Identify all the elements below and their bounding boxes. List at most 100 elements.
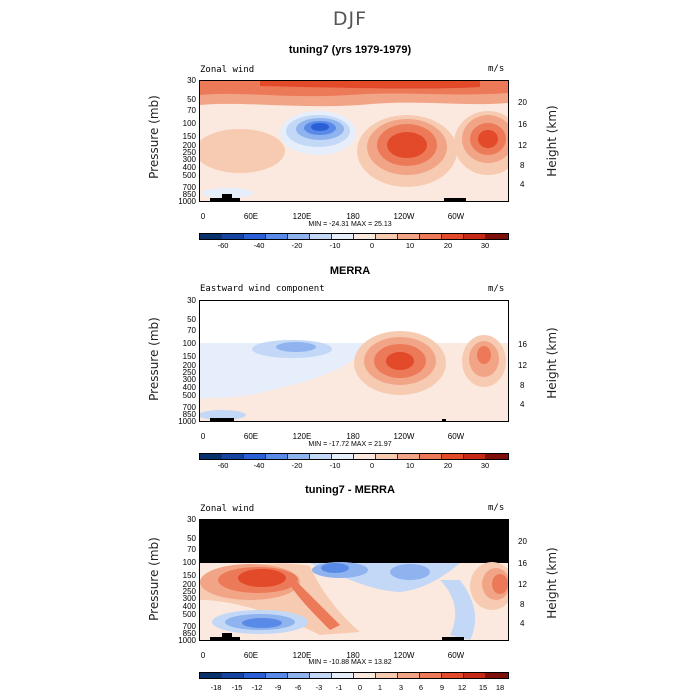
masked-region xyxy=(200,520,508,563)
ytick-700: 700 xyxy=(182,403,196,412)
colorbar-swatch xyxy=(244,673,266,678)
contour-neg-9 xyxy=(321,563,349,573)
ytick-850: 850 xyxy=(182,190,196,199)
xtick-60e: 60E xyxy=(243,651,259,660)
colorbar-label: -60 xyxy=(217,241,229,250)
colorbar-label: 0 xyxy=(369,241,375,250)
colorbar-swatch xyxy=(354,234,376,239)
colorbar-swatch xyxy=(398,673,420,678)
xtick-60e: 60E xyxy=(243,432,259,441)
height-tick-20: 20 xyxy=(518,537,527,546)
colorbar-obs xyxy=(199,453,509,460)
colorbar-label: 20 xyxy=(443,461,453,470)
height-tick-8: 8 xyxy=(520,381,525,390)
contour-west-5 xyxy=(200,129,285,173)
colorbar-swatch xyxy=(464,234,486,239)
ytick-200: 200 xyxy=(182,580,196,589)
contour-neg-lower-9 xyxy=(242,618,282,628)
colorbar-swatch xyxy=(288,673,310,678)
xtick-120w: 120W xyxy=(393,432,415,441)
ytick-70: 70 xyxy=(187,545,196,554)
contour-easterly-0 xyxy=(200,343,370,399)
colorbar-swatch xyxy=(244,454,266,459)
colorbar-swatch xyxy=(442,673,464,678)
colorbar-diff xyxy=(199,672,509,679)
colorbar-label: 30 xyxy=(480,461,490,470)
xtick-60w: 60W xyxy=(447,212,465,221)
colorbar-swatch xyxy=(310,454,332,459)
height-tick-4: 4 xyxy=(520,180,525,189)
ytick-50: 50 xyxy=(187,534,196,543)
topography-africa xyxy=(210,418,234,421)
colorbar-label: -18 xyxy=(210,683,222,692)
colorbar-swatch xyxy=(222,234,244,239)
ytick-100: 100 xyxy=(182,558,196,567)
ytick-1000: 1000 xyxy=(178,417,196,426)
colorbar-swatch xyxy=(486,673,508,678)
xtick-60e: 60E xyxy=(243,212,259,221)
colorbar-label: -12 xyxy=(251,683,263,692)
contour-jet2-20 xyxy=(478,130,498,148)
y-axis-label: Pressure (mb) xyxy=(147,95,161,179)
colorbar-swatch xyxy=(442,454,464,459)
colorbar-swatch xyxy=(354,454,376,459)
ytick-500: 500 xyxy=(182,610,196,619)
ytick-50: 50 xyxy=(187,315,196,324)
colorbar-swatch xyxy=(288,454,310,459)
colorbar-label: -3 xyxy=(315,683,323,692)
units-label: m/s xyxy=(488,503,505,513)
contour-easterly-20 xyxy=(311,123,329,131)
colorbar-swatch xyxy=(464,454,486,459)
xtick-120e: 120E xyxy=(292,212,312,221)
panel-variable-label: Zonal wind xyxy=(200,504,255,514)
colorbar-label: -10 xyxy=(329,461,341,470)
xtick-120e: 120E xyxy=(292,651,312,660)
colorbar-label: -60 xyxy=(217,461,229,470)
colorbar-label: 1 xyxy=(377,683,383,692)
contour-jet1-20 xyxy=(387,132,427,158)
colorbar-label: 0 xyxy=(357,683,363,692)
xtick-180: 180 xyxy=(346,651,360,660)
colorbar-label: -6 xyxy=(294,683,302,692)
height-tick-20: 20 xyxy=(518,98,527,107)
colorbar-swatch xyxy=(244,234,266,239)
colorbar-swatch xyxy=(354,673,376,678)
min-max-label: MIN = -10.88 MAX = 13.82 xyxy=(308,659,392,666)
colorbar-swatch xyxy=(464,673,486,678)
heatmap-panel-model xyxy=(199,80,509,202)
colorbar-label: -9 xyxy=(274,683,282,692)
colorbar-label: 30 xyxy=(480,241,490,250)
ytick-850: 850 xyxy=(182,410,196,419)
ytick-300: 300 xyxy=(182,594,196,603)
xtick-120e: 120E xyxy=(292,432,312,441)
min-max-label: MIN = -24.31 MAX = 25.13 xyxy=(308,221,392,228)
contour-pos-9 xyxy=(238,569,286,587)
colorbar-swatch xyxy=(420,454,442,459)
panel-variable-label: Eastward wind component xyxy=(200,284,325,294)
height-tick-16: 16 xyxy=(518,340,527,349)
units-label: m/s xyxy=(488,64,505,74)
colorbar-swatch xyxy=(398,454,420,459)
colorbar-label: -40 xyxy=(253,461,265,470)
colorbar-model xyxy=(199,233,509,240)
units-label: m/s xyxy=(488,284,505,294)
colorbar-label: 10 xyxy=(405,461,415,470)
ytick-400: 400 xyxy=(182,383,196,392)
colorbar-swatch xyxy=(200,454,222,459)
ytick-30: 30 xyxy=(187,296,196,305)
ytick-850: 850 xyxy=(182,629,196,638)
y-axis-label: Pressure (mb) xyxy=(147,537,161,621)
colorbar-label: 15 xyxy=(478,683,488,692)
panel-title-diff: tuning7 - MERRA xyxy=(305,484,395,496)
colorbar-swatch xyxy=(486,454,508,459)
y2-axis-label: Height (km) xyxy=(545,547,559,619)
ytick-250: 250 xyxy=(182,587,196,596)
ytick-200: 200 xyxy=(182,361,196,370)
panel-title-obs: MERRA xyxy=(329,265,371,277)
height-tick-12: 12 xyxy=(518,580,527,589)
colorbar-label: 20 xyxy=(443,241,453,250)
topography-andes xyxy=(442,419,446,421)
contour-plot-diff xyxy=(200,520,508,640)
colorbar-label: -20 xyxy=(291,241,303,250)
ytick-300: 300 xyxy=(182,375,196,384)
